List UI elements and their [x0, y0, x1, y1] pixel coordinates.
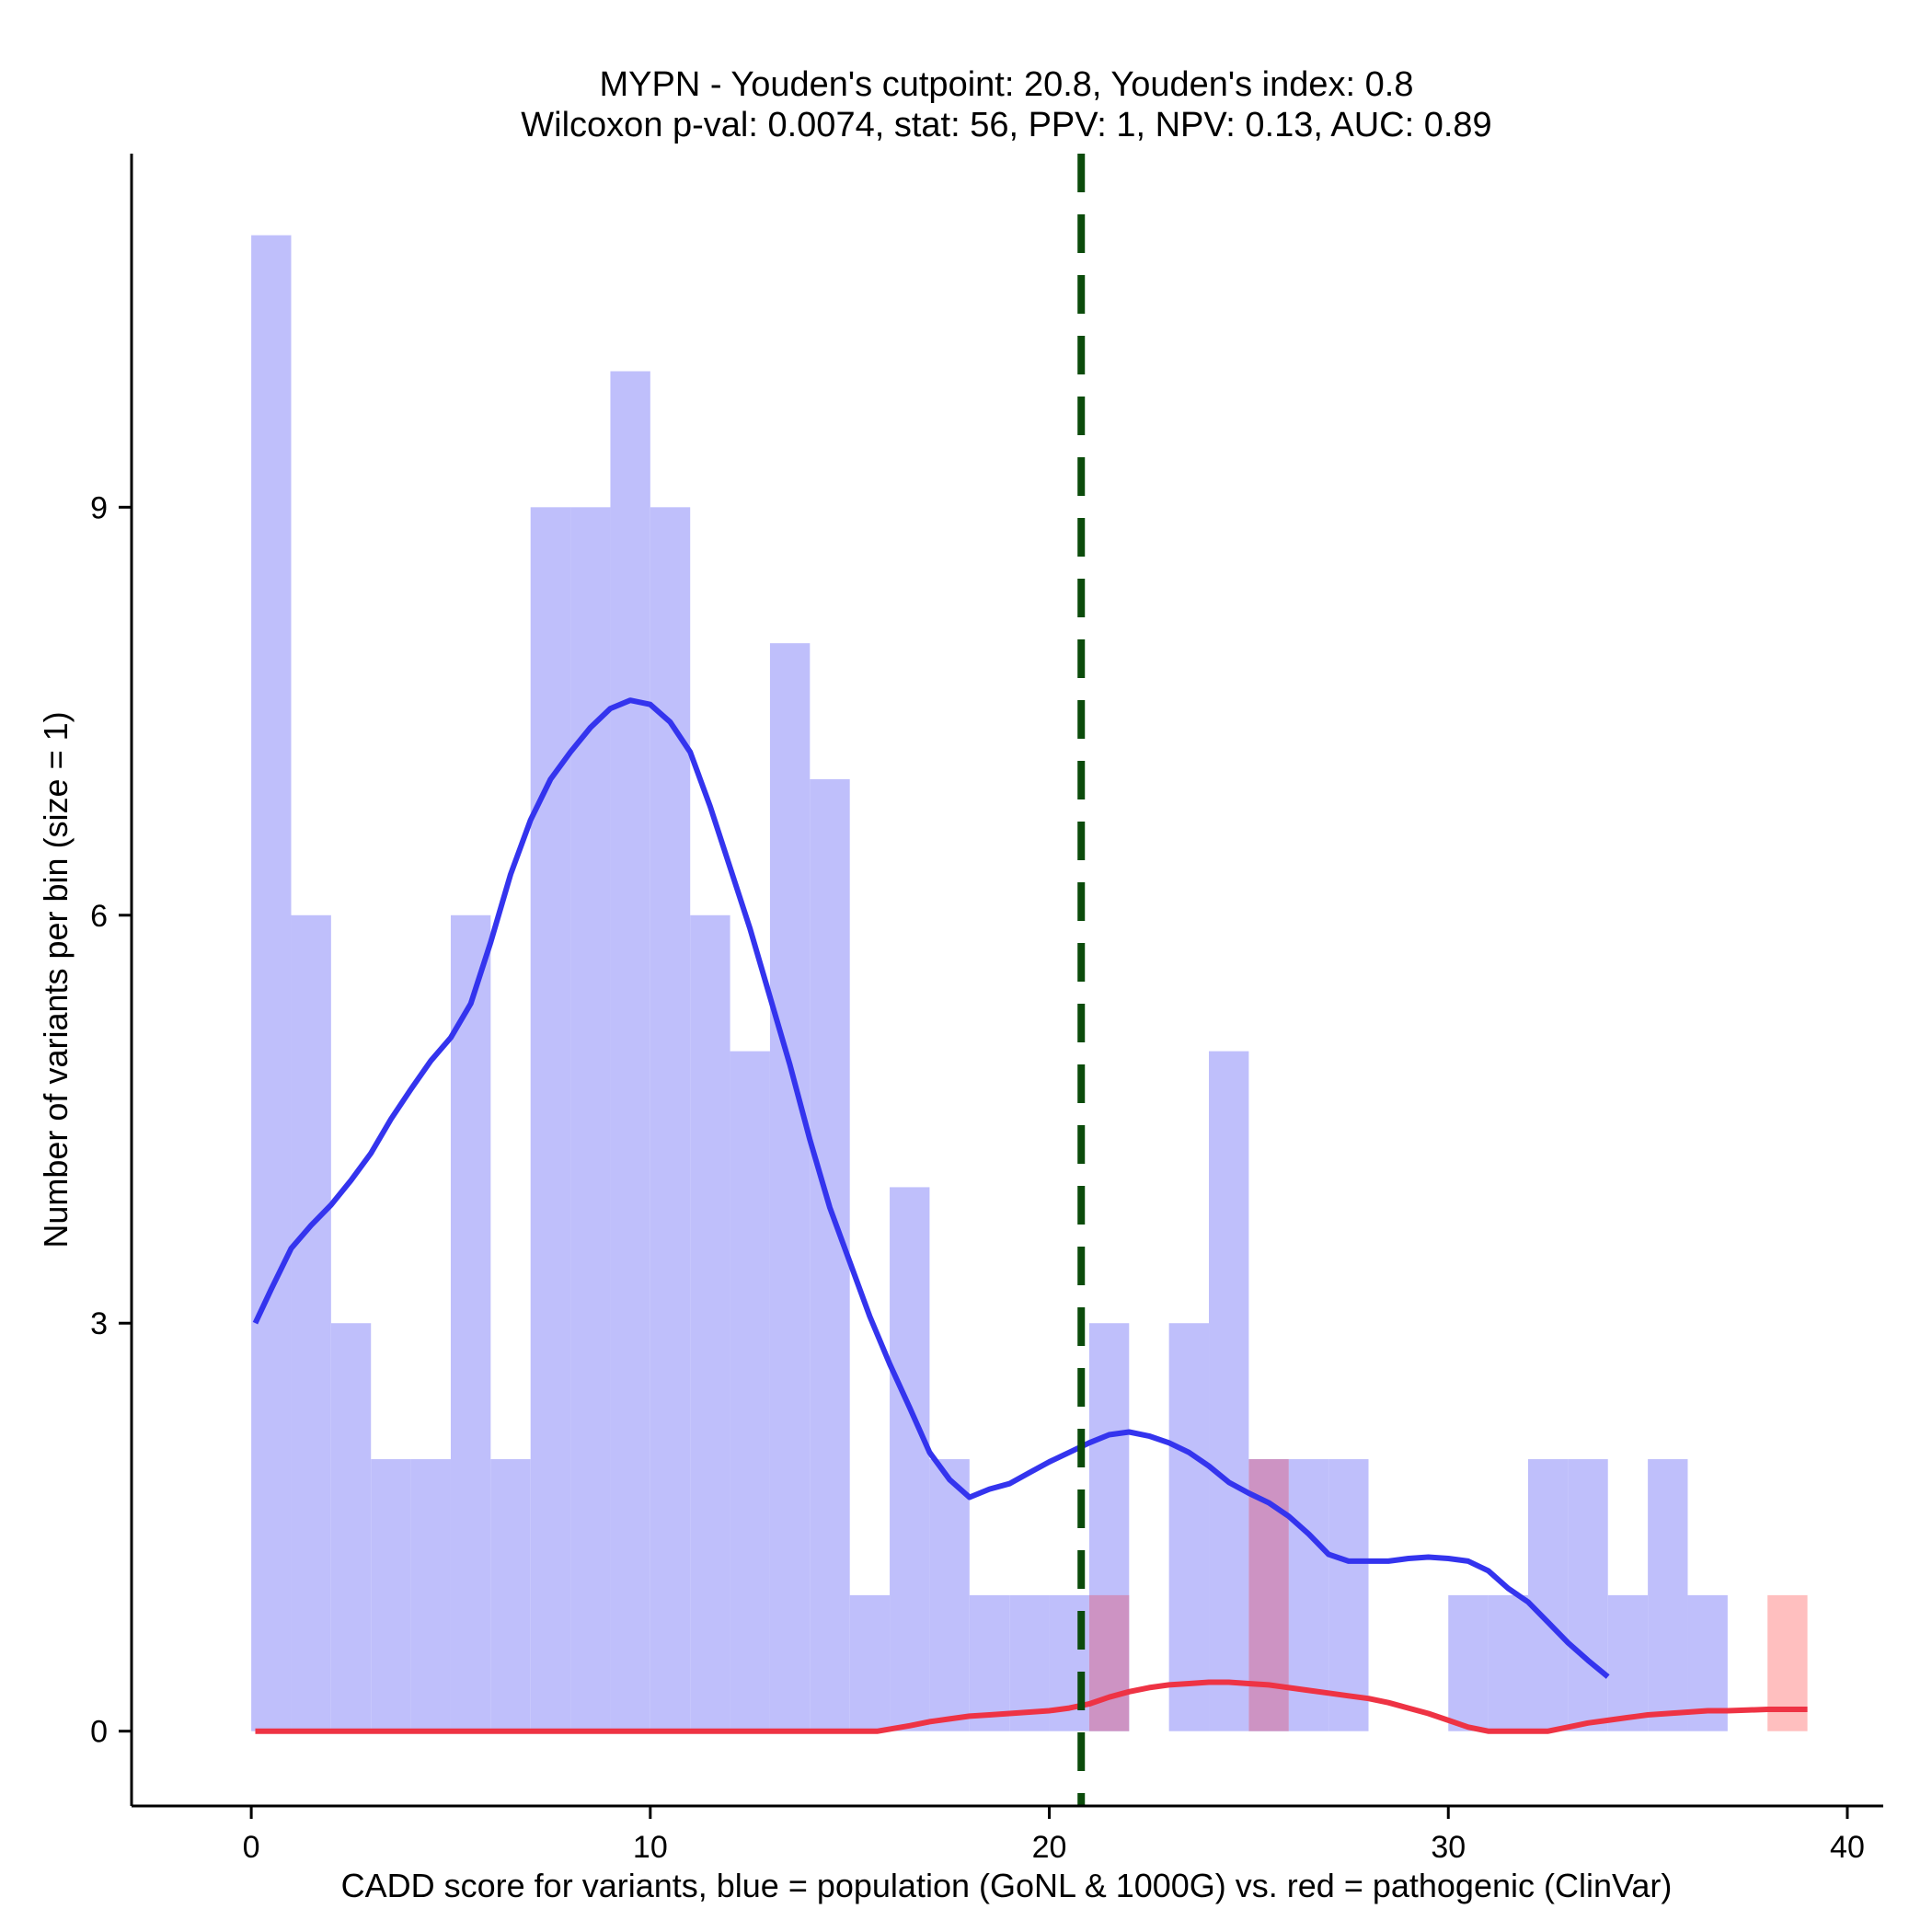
- x-tick-label: 40: [1830, 1830, 1865, 1865]
- population-bar: [769, 643, 811, 1731]
- population-bar: [929, 1459, 970, 1731]
- population-bar: [650, 507, 691, 1731]
- chart-title-line2: Wilcoxon p-val: 0.0074, stat: 56, PPV: 1…: [521, 106, 1491, 144]
- x-tick-label: 30: [1431, 1830, 1466, 1865]
- population-bar: [291, 914, 331, 1731]
- y-tick-label: 6: [90, 899, 108, 934]
- pathogenic-density-line: [255, 1679, 1808, 1734]
- population-bar: [1607, 1594, 1649, 1731]
- population-bar: [730, 1051, 770, 1731]
- y-tick-label: 9: [90, 490, 108, 525]
- population-bar: [450, 914, 491, 1731]
- chart-title-line1: MYPN - Youden's cutpoint: 20.8, Youden's…: [600, 65, 1414, 104]
- population-density-line: [252, 697, 1610, 1679]
- population-bar: [570, 507, 611, 1731]
- x-axis-title: CADD score for variants, blue = populati…: [341, 1867, 1673, 1904]
- axes-layer: [130, 154, 1883, 1808]
- pathogenic-bar: [1088, 1594, 1130, 1731]
- population-bar: [1168, 1323, 1210, 1731]
- population-bar: [890, 1187, 930, 1731]
- population-bar: [1568, 1459, 1608, 1731]
- population-bar: [969, 1594, 1010, 1731]
- y-tick-label: 3: [90, 1306, 108, 1341]
- population-bar: [849, 1594, 891, 1731]
- population-bar: [1209, 1051, 1249, 1731]
- population-bar: [1328, 1459, 1369, 1731]
- population-bar: [690, 914, 730, 1731]
- population-bar: [330, 1323, 372, 1731]
- density-lines-layer: [252, 154, 1808, 1806]
- ticks-layer: 0 10 20 30 40 0 3 6 9: [90, 490, 1865, 1865]
- x-tick-label: 20: [1032, 1830, 1067, 1865]
- x-tick-label: 0: [243, 1830, 260, 1865]
- population-bar: [1527, 1459, 1569, 1731]
- y-tick-label: 0: [90, 1715, 108, 1750]
- bars-layer: [251, 235, 1808, 1731]
- population-bar: [530, 507, 571, 1731]
- population-bar: [1448, 1594, 1489, 1731]
- population-bar: [610, 371, 650, 1731]
- population-bar: [810, 778, 850, 1731]
- population-bar: [251, 235, 292, 1731]
- population-bar: [371, 1459, 411, 1731]
- population-bar: [1648, 1459, 1688, 1731]
- y-axis-title: Number of variants per bin (size = 1): [37, 711, 75, 1248]
- population-bar: [1488, 1594, 1528, 1731]
- population-bar: [490, 1459, 531, 1731]
- x-tick-label: 10: [633, 1830, 668, 1865]
- population-bar: [410, 1459, 451, 1731]
